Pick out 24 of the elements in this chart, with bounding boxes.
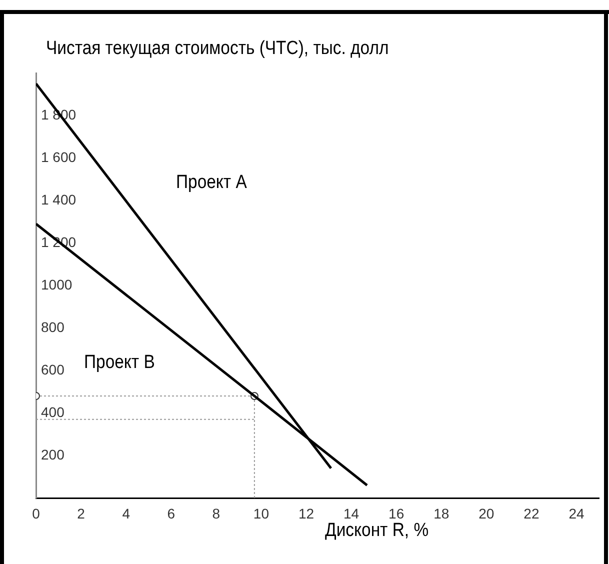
x-tick-label: 10 — [253, 505, 270, 522]
y-axis-title: Чистая текущая стоимость (ЧТС), тыс. долл — [46, 38, 389, 60]
x-tick-label: 6 — [167, 505, 176, 522]
x-tick-label: 14 — [343, 505, 360, 522]
x-axis-title: Дисконт R, % — [325, 520, 429, 542]
x-tick-label: 0 — [32, 505, 40, 522]
x-tick-label: 16 — [388, 505, 404, 522]
x-tick-label: 20 — [478, 505, 494, 522]
x-tick-label: 22 — [524, 505, 540, 522]
x-tick-label: 12 — [298, 505, 314, 522]
y-tick-label: 1 400 — [41, 191, 76, 208]
x-tick-label: 18 — [434, 505, 450, 522]
y-tick-label: 800 — [41, 318, 65, 335]
y-tick-label: 400 — [41, 404, 65, 420]
annotation: Проект А — [176, 172, 247, 194]
y-tick-label: 1000 — [41, 276, 72, 292]
y-tick-label: 1 600 — [41, 148, 76, 165]
x-tick-label: 8 — [212, 505, 220, 522]
y-tick-label: 200 — [41, 446, 65, 462]
y-tick-label: 600 — [41, 361, 65, 378]
x-tick-label: 24 — [568, 505, 584, 522]
x-tick-label: 2 — [77, 505, 86, 522]
annotation: Проект В — [84, 352, 155, 374]
x-tick-label: 4 — [122, 505, 130, 522]
